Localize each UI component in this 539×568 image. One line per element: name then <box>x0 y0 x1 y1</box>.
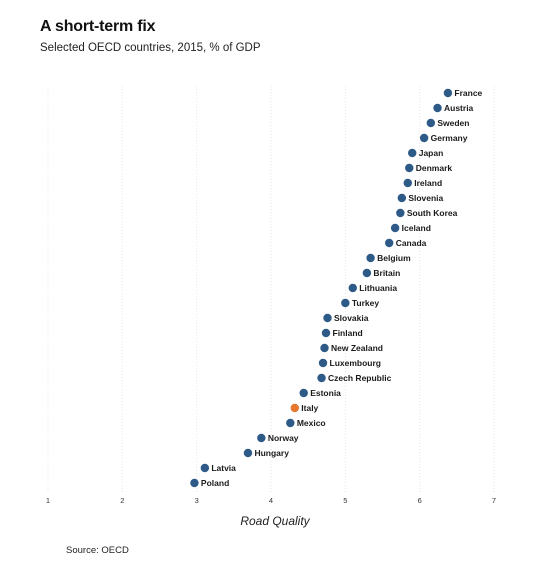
point-marker <box>419 133 429 143</box>
point-label: New Zealand <box>331 343 383 353</box>
data-point: Slovenia <box>397 193 444 203</box>
point-marker <box>348 283 357 293</box>
point-marker <box>321 328 331 338</box>
data-point: Latvia <box>200 463 236 473</box>
data-point: Mexico <box>286 418 326 428</box>
point-marker <box>408 148 417 158</box>
point-label: Czech Republic <box>328 373 392 383</box>
x-tick-label: 3 <box>195 496 199 505</box>
x-tick-label: 7 <box>492 496 496 505</box>
point-marker <box>366 253 375 263</box>
data-point: New Zealand <box>320 343 383 353</box>
point-marker <box>341 298 350 308</box>
data-point: Austria <box>433 103 474 113</box>
point-marker <box>190 478 199 488</box>
point-label: Estonia <box>310 388 341 398</box>
data-point: Czech Republic <box>317 373 392 383</box>
data-point: Iceland <box>390 223 431 233</box>
data-point: Poland <box>190 478 229 488</box>
point-marker <box>320 343 329 353</box>
data-point: Britain <box>362 268 400 278</box>
point-label: Lithuania <box>359 283 397 293</box>
point-marker <box>318 358 328 368</box>
data-point: Finland <box>321 328 363 338</box>
point-label: Luxembourg <box>330 358 381 368</box>
point-marker <box>299 388 308 398</box>
data-points: France Austria Sweden Germany Japan Denmark Ir… <box>190 88 483 488</box>
data-point: Belgium <box>366 253 411 263</box>
data-point: Turkey <box>341 298 379 308</box>
source-note: Source: OECD <box>66 545 129 556</box>
point-label: Germany <box>431 133 468 143</box>
x-tick-labels: 1 2 3 4 5 6 7 <box>46 496 496 505</box>
point-label: Japan <box>419 148 444 158</box>
point-label: Finland <box>333 328 363 338</box>
point-marker <box>403 178 412 188</box>
point-label: Belgium <box>377 253 411 263</box>
x-tick-label: 2 <box>120 496 124 505</box>
point-marker <box>396 208 405 218</box>
point-marker <box>397 193 407 203</box>
grid-lines <box>47 86 495 492</box>
point-label: Canada <box>396 238 427 248</box>
data-point: Norway <box>257 433 299 443</box>
point-label: Hungary <box>254 448 289 458</box>
x-tick-label: 1 <box>46 496 50 505</box>
point-marker <box>200 463 210 473</box>
point-marker <box>243 448 253 458</box>
point-marker <box>384 238 394 248</box>
point-marker <box>390 223 400 233</box>
point-label: Poland <box>201 478 229 488</box>
chart-subtitle: Selected OECD countries, 2015, % of GDP <box>40 42 261 54</box>
data-point: Ireland <box>403 178 442 188</box>
point-marker <box>362 268 372 278</box>
x-tick-label: 5 <box>343 496 347 505</box>
point-label: Slovenia <box>408 193 443 203</box>
x-tick-label: 4 <box>269 496 273 505</box>
point-marker <box>257 433 266 443</box>
data-point: Luxembourg <box>318 358 381 368</box>
point-marker <box>290 403 299 413</box>
data-point: Denmark <box>405 163 452 173</box>
data-point: Slovakia <box>323 313 369 323</box>
point-marker <box>323 313 332 323</box>
point-label: Norway <box>268 433 299 443</box>
chart-title: A short-term fix <box>40 18 156 35</box>
point-label: South Korea <box>407 208 458 218</box>
data-point: France <box>443 88 483 98</box>
point-label: Ireland <box>414 178 442 188</box>
point-label: Slovakia <box>334 313 369 323</box>
data-point: Germany <box>419 133 468 143</box>
point-label: Britain <box>373 268 400 278</box>
point-marker <box>443 88 453 98</box>
data-point: Hungary <box>243 448 289 458</box>
point-label: Austria <box>444 103 474 113</box>
data-point: Japan <box>408 148 443 158</box>
data-point: South Korea <box>396 208 458 218</box>
point-label: Latvia <box>211 463 236 473</box>
point-marker <box>286 418 295 428</box>
point-marker <box>317 373 326 383</box>
point-label: Turkey <box>352 298 380 308</box>
data-point: Estonia <box>299 388 341 398</box>
point-marker <box>433 103 442 113</box>
data-point: Lithuania <box>348 283 397 293</box>
point-label: Iceland <box>402 223 431 233</box>
x-axis-title: Road Quality <box>240 514 310 528</box>
point-label: France <box>454 88 482 98</box>
data-point: Canada <box>384 238 427 248</box>
point-label: Sweden <box>437 118 469 128</box>
data-point: Sweden <box>426 118 469 128</box>
point-label: Mexico <box>297 418 326 428</box>
x-tick-label: 6 <box>418 496 422 505</box>
point-label: Italy <box>301 403 318 413</box>
data-point: Italy <box>290 403 319 413</box>
point-label: Denmark <box>416 163 453 173</box>
point-marker <box>426 118 436 128</box>
point-marker <box>405 163 414 173</box>
